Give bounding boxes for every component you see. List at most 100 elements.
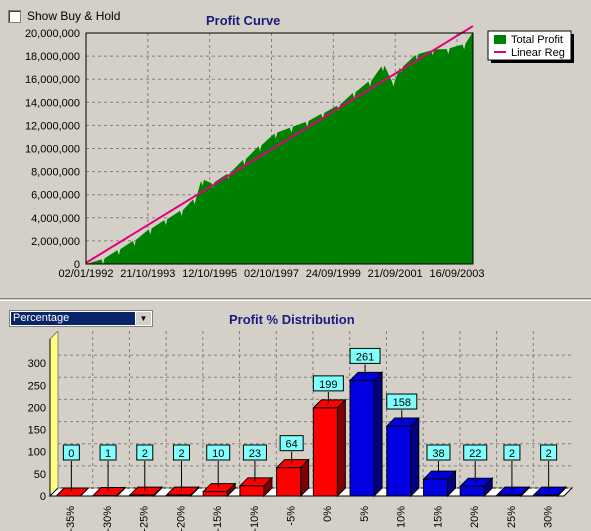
data-label: 1 [105,448,111,460]
x-tick-label: 30% [542,506,554,528]
data-label: 2 [142,448,148,460]
data-label: 199 [319,379,337,391]
data-label-box [242,444,267,461]
x-tick-label: 21/09/2001 [368,268,423,280]
x-tick-label: 5% [359,506,371,522]
chevron-down-icon[interactable]: ▼ [135,312,151,325]
distribution-mode-select[interactable]: Percentage ▼ [9,310,153,327]
y-tick-label: 2,000,000 [31,236,80,248]
bar [312,398,347,498]
bar-front [496,494,522,497]
profit-distribution-chart: 0 50 100 150 200 250 300 0 -35% 1 -30% 2 -25% 2 -20% 10… [28,331,574,531]
y-tick-label: 0 [40,491,46,503]
side-wall [49,331,59,498]
y-tick-label: 16,000,000 [25,74,80,86]
bar [532,485,567,498]
data-label-box [173,444,190,461]
legend-entry-linear-reg: Linear Reg [511,47,565,59]
x-tick-label: 02/10/1997 [244,268,299,280]
data-label: 10 [212,448,224,460]
x-tick-label: -30% [102,506,114,531]
data-label: 38 [432,448,444,460]
x-tick-label: 16/09/2003 [429,268,484,280]
x-tick-label: 21/10/1993 [120,268,175,280]
bar [275,458,310,498]
x-tick-label: 0% [322,506,334,522]
data-label-box [279,435,304,452]
data-label-box [99,444,117,461]
distribution-title: Profit % Distribution [229,312,355,327]
y-tick-label: 18,000,000 [25,51,80,63]
data-label: 2 [178,448,184,460]
y-tick-label: 6,000,000 [31,190,80,202]
bar-side [410,416,420,498]
x-tick-label: 02/01/1992 [58,268,113,280]
data-label-box [386,393,418,410]
show-buy-hold-label: Show Buy & Hold [27,9,121,23]
x-tick-label: 24/09/1999 [306,268,361,280]
bar [348,371,384,498]
distribution-mode-value: Percentage [11,312,135,325]
bar [55,487,90,497]
section-divider [0,298,591,301]
legend-entry-total-profit: Total Profit [511,34,563,46]
data-label-box [312,375,344,392]
bar [495,485,531,498]
data-label: 2 [546,448,552,460]
data-label-box [136,444,154,461]
y-tick-label: 250 [28,380,46,392]
y-tick-label: 4,000,000 [31,213,80,225]
x-tick-label: -15% [212,506,224,531]
x-tick-label: 20% [469,506,481,528]
data-label-box [463,444,488,461]
data-label: 0 [68,448,74,460]
bar-front [239,485,265,497]
data-label: 158 [393,397,411,409]
bar [422,469,457,498]
x-tick-label: -5% [285,506,297,526]
show-buy-hold-checkbox[interactable] [8,9,21,23]
profit-curve-title: Profit Curve [206,13,281,28]
bar-front [166,494,191,497]
x-tick-label: 25% [506,506,518,528]
data-label-box [503,444,521,461]
y-tick-label: 8,000,000 [31,167,80,179]
plot-frame [85,32,474,265]
bar-front [533,494,559,497]
bar-side [373,371,383,498]
bar-front [202,491,228,497]
bar [165,485,200,498]
data-label: 261 [356,351,374,363]
data-label-box [540,444,558,461]
bar-front [423,478,448,497]
profit-curve-chart: 0 2,000,000 4,000,000 6,000,000 8,000,000 10,… [25,25,574,280]
floor [48,487,574,497]
bar-front [312,407,338,497]
x-tick-label: -25% [139,506,151,531]
x-tick-label: -20% [175,506,187,531]
bar [459,477,494,498]
bar [385,416,420,498]
show-buy-hold-toggle[interactable]: Show Buy & Hold [8,9,120,23]
bar-front [276,467,302,497]
bar [91,486,127,498]
data-label-box [206,444,231,461]
data-label: 23 [249,448,261,460]
bar-front [129,494,155,497]
bar-side [336,398,346,498]
y-tick-label: 300 [28,358,46,370]
bar-side [80,487,89,497]
y-tick-label: 150 [28,425,46,437]
y-tick-label: 200 [28,402,46,414]
x-tick-label: 15% [432,506,444,528]
linear-reg-line [85,25,474,264]
data-label-box [426,444,451,461]
x-tick-label: 10% [396,506,408,528]
data-label: 64 [286,439,298,451]
y-tick-label: 14,000,000 [25,97,80,109]
y-tick-label: 10,000,000 [25,144,80,156]
bar [128,485,163,498]
x-tick-label: -35% [65,506,77,531]
x-tick-label: -10% [249,506,261,531]
